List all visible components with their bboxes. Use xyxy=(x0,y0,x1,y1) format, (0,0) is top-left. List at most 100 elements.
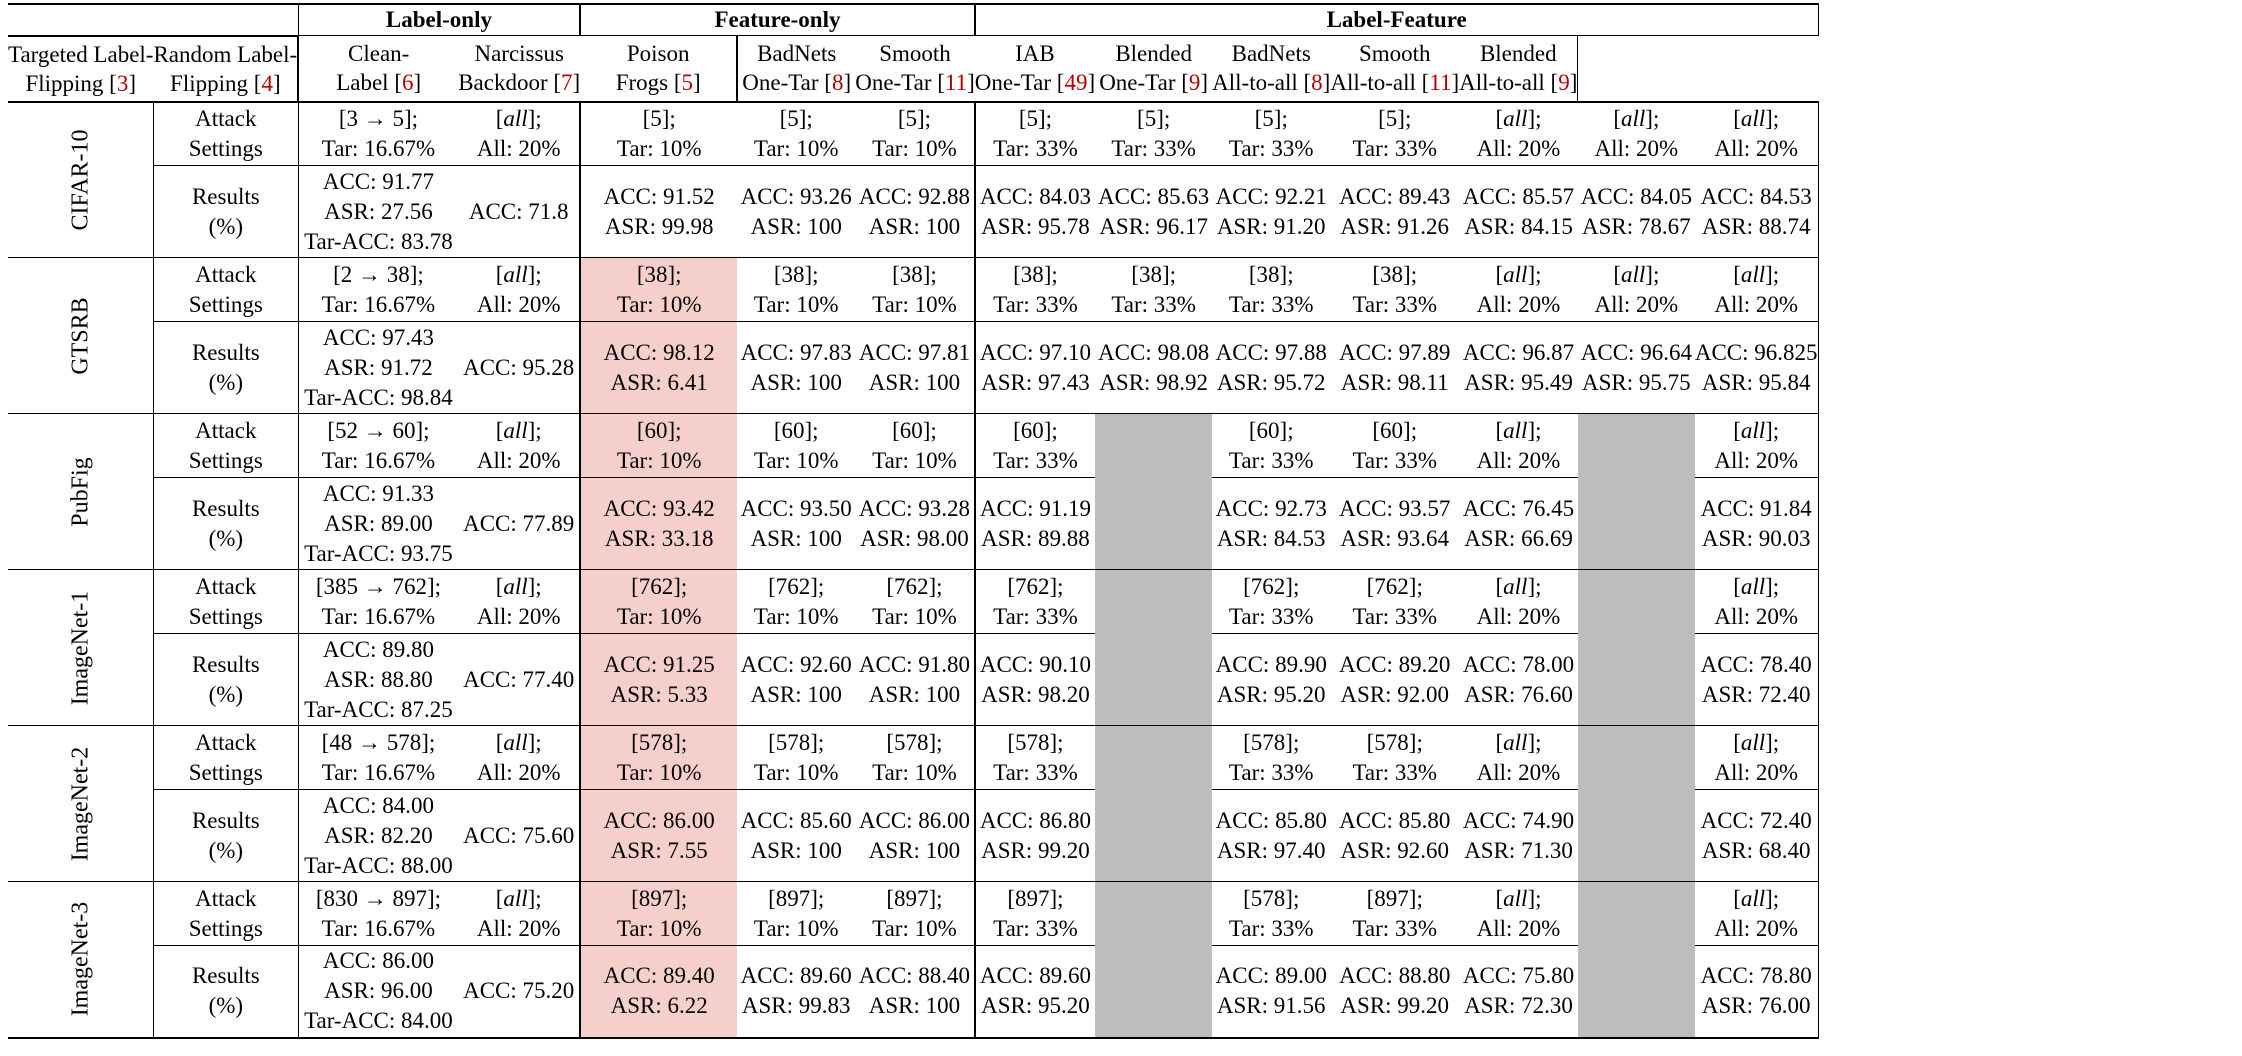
column-header-method: Label xyxy=(336,70,389,96)
results-cell: ACC: 85.57 ASR: 84.15 xyxy=(1459,166,1578,258)
metric-value: ACC: 89.00 xyxy=(1215,963,1327,989)
dataset-name: ImageNet-1 xyxy=(67,590,94,705)
attack-target-spec: [all]; xyxy=(1495,729,1542,755)
results-cell: ACC: 89.90 ASR: 95.20 xyxy=(1212,634,1330,726)
attack-target-spec: [all]; xyxy=(1495,885,1542,911)
citation-ref[interactable]: 9 xyxy=(1558,70,1570,96)
metric-value: ACC: 84.53 xyxy=(1700,183,1812,209)
row-label-line: (%) xyxy=(208,213,244,239)
attack-target-all: all xyxy=(1503,729,1528,755)
row-label-results: Results (%) xyxy=(153,633,299,726)
metric-value: ACC: 91.84 xyxy=(1700,495,1812,521)
poison-rate: Tar: 10% xyxy=(616,135,702,161)
attack-settings-cell: [762]; Tar: 33% xyxy=(1330,570,1459,634)
metric-value: Tar-ACC: 84.00 xyxy=(304,1008,453,1034)
citation-ref[interactable]: 49 xyxy=(1064,70,1088,96)
attack-target-spec: [3 → 5]; xyxy=(338,105,419,131)
metric-value: ACC: 75.60 xyxy=(463,822,575,848)
attack-target-all: all xyxy=(1503,261,1528,287)
metric-value: ASR: 91.26 xyxy=(1340,213,1450,239)
attack-settings-cell: [48 → 578]; Tar: 16.67% xyxy=(298,726,458,790)
metric-value: ACC: 84.00 xyxy=(322,792,435,818)
row-label-line: (%) xyxy=(208,681,244,707)
results-cell: ACC: 89.40 ASR: 6.22 xyxy=(580,945,738,1038)
metric-value: ACC: 75.20 xyxy=(463,978,575,1004)
attack-settings-cell: [all]; All: 20% xyxy=(458,413,582,478)
attack-target-all: all xyxy=(1503,417,1528,443)
results-cell: ACC: 97.88 ASR: 95.72 xyxy=(1212,322,1330,414)
attack-settings-cell: [38]; Tar: 10% xyxy=(855,257,976,322)
poison-rate: Tar: 10% xyxy=(872,603,957,629)
poison-rate: Tar: 10% xyxy=(616,603,702,629)
row-label-line: Settings xyxy=(188,759,263,785)
results-cell: ACC: 84.05 ASR: 78.67 xyxy=(1578,166,1695,258)
attack-target-spec: [60]; xyxy=(636,417,682,443)
poison-rate: All: 20% xyxy=(1476,915,1561,941)
metric-value: ACC: 71.8 xyxy=(468,198,569,224)
results-cell: ACC: 77.40 xyxy=(458,633,582,726)
metric-value: ASR: 72.40 xyxy=(1701,681,1811,707)
citation-ref[interactable]: 9 xyxy=(1188,70,1201,96)
metric-value: ASR: 76.00 xyxy=(1701,993,1811,1019)
results-cell: ACC: 92.21 ASR: 91.20 xyxy=(1212,166,1330,258)
attack-target-spec: [762]; xyxy=(1007,573,1064,599)
poison-rate: Tar: 33% xyxy=(1352,759,1438,785)
attack-target-all: all xyxy=(503,885,528,911)
results-cell: ACC: 97.89 ASR: 98.11 xyxy=(1330,322,1459,414)
attack-settings-cell: [38]; Tar: 10% xyxy=(737,258,855,322)
column-header-method: One-Tar xyxy=(742,70,819,96)
attack-settings-cell: [578]; Tar: 10% xyxy=(580,725,738,790)
results-row: Results (%) ACC: 86.00 ASR: 96.00 Tar-ACC: 8… xyxy=(8,945,1819,1038)
results-cell: ACC: 89.00 ASR: 91.56 xyxy=(1212,946,1330,1038)
citation-ref[interactable]: 8 xyxy=(1311,70,1323,96)
attack-target-spec: [all]; xyxy=(495,573,542,599)
metric-value: ACC: 85.80 xyxy=(1339,807,1451,833)
metric-value: ASR: 98.92 xyxy=(1099,369,1208,395)
column-header-line2: Frogs [5] xyxy=(615,70,701,96)
row-label-line: (%) xyxy=(208,369,244,395)
row-label-attack-settings: Attack Settings xyxy=(153,257,299,322)
citation-ref[interactable]: 5 xyxy=(681,70,694,96)
poison-rate: Tar: 33% xyxy=(993,447,1078,473)
metric-value: ACC: 97.43 xyxy=(322,324,435,350)
attack-target-spec: [897]; xyxy=(1366,885,1423,911)
attack-settings-cell: [all]; All: 20% xyxy=(1459,882,1578,946)
metric-value: ASR: 91.56 xyxy=(1216,993,1326,1019)
poison-rate: All: 20% xyxy=(1714,447,1799,473)
citation-ref[interactable]: 11 xyxy=(944,70,968,96)
citation-ref[interactable]: 7 xyxy=(561,70,573,96)
attack-settings-cell: [578]; Tar: 10% xyxy=(737,726,855,790)
results-cell: ACC: 98.12 ASR: 6.41 xyxy=(580,321,738,414)
results-cell: ACC: 84.53 ASR: 88.74 xyxy=(1694,165,1819,258)
column-header-method: All-to-all xyxy=(1330,70,1416,96)
citation-ref[interactable]: 11 xyxy=(1429,70,1452,96)
citation-ref[interactable]: 6 xyxy=(401,70,414,96)
not-applicable-cell xyxy=(1577,725,1695,882)
poison-rate: All: 20% xyxy=(1476,291,1561,317)
attack-target-all: all xyxy=(1621,261,1646,287)
dataset-label: ImageNet-1 xyxy=(8,569,154,726)
poison-rate: Tar: 33% xyxy=(1228,291,1314,317)
attack-settings-cell: [60]; Tar: 10% xyxy=(855,413,976,478)
metric-value: ASR: 6.41 xyxy=(610,369,708,395)
results-cell: ACC: 97.43 ASR: 91.72 Tar-ACC: 98.84 xyxy=(298,322,458,414)
column-header-line2: Backdoor [7] xyxy=(458,70,581,96)
metric-value: ACC: 85.63 xyxy=(1098,183,1210,209)
citation-ref[interactable]: 8 xyxy=(831,70,844,96)
metric-value: ACC: 93.50 xyxy=(740,495,852,521)
poison-rate: Tar: 33% xyxy=(1111,135,1196,161)
citation-ref[interactable]: 3 xyxy=(116,70,129,96)
poison-rate: Tar: 33% xyxy=(993,291,1078,317)
row-label-line: Results xyxy=(191,339,260,365)
poison-rate: All: 20% xyxy=(476,759,561,785)
metric-value: ASR: 95.72 xyxy=(1216,369,1326,395)
column-header-narcissus-backdoor: Narcissus Backdoor [7] xyxy=(458,35,581,103)
row-label-results: Results (%) xyxy=(153,165,299,258)
metric-value: ACC: 78.40 xyxy=(1700,651,1812,677)
poison-rate: Tar: 10% xyxy=(753,291,839,317)
citation-ref[interactable]: 4 xyxy=(261,70,273,96)
metric-value: ASR: 95.49 xyxy=(1464,369,1573,395)
column-header-poison-frogs: Poison Frogs [5] xyxy=(580,35,739,103)
results-cell: ACC: 78.00 ASR: 76.60 xyxy=(1459,634,1578,726)
attack-target-spec: [897]; xyxy=(631,885,688,911)
